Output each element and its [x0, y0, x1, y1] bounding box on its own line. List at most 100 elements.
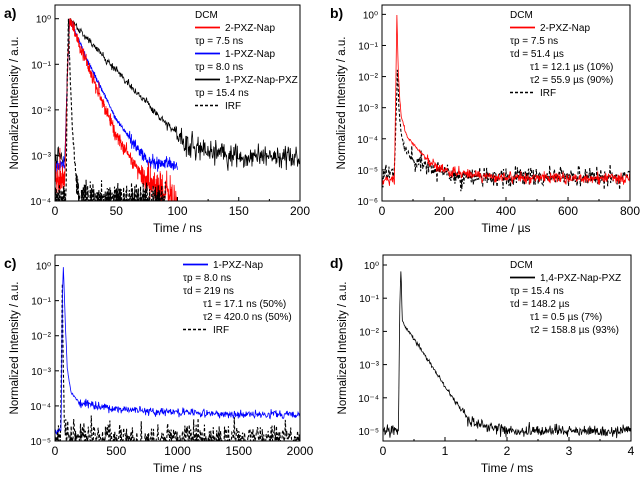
y-tick-label: 10⁻⁴ — [358, 394, 379, 405]
series-1-4-pxz-nap-pxz — [383, 271, 631, 439]
series-2-pxz-nap — [382, 15, 630, 186]
y-axis-label: Normalized Intensity / a.u. — [336, 37, 348, 170]
legend: DCM 2-PXZ-Nap τp = 7.5 ns τd = 51.4 µs τ1 = … — [510, 10, 613, 99]
panel-c: 0 500 1000 1500 2000 10⁻⁵ 10⁻⁴ 10⁻³ 10⁻² 10⁻¹ 10⁰ T… — [4, 254, 314, 475]
y-tick-label: 10⁻¹ — [358, 41, 378, 52]
y-tick-label: 10⁻³ — [358, 104, 378, 115]
legend-note: τd = 219 ns — [183, 286, 234, 297]
series-irf — [55, 283, 300, 441]
series-1-pxz-nap — [55, 18, 178, 175]
legend-entry: 2-PXZ-Nap — [225, 23, 275, 34]
x-tick-label: 3 — [566, 444, 573, 458]
y-tick-label: 10⁻⁵ — [358, 427, 379, 438]
panel-b: 0 200 400 600 800 10⁻⁶ 10⁻⁵ 10⁻⁴ 10⁻³ 10⁻² 10⁻¹ 10⁰… — [330, 4, 640, 235]
legend-entry: 1-PXZ-Nap-PXZ — [225, 75, 298, 86]
x-tick-label: 0 — [380, 444, 387, 458]
x-tick-label: 2000 — [287, 444, 314, 458]
legend-entry: IRF — [225, 101, 241, 112]
x-tick-label: 1500 — [225, 444, 252, 458]
y-tick-label: 10⁻⁵ — [30, 437, 51, 448]
series-1-pxz-nap — [55, 267, 300, 435]
x-tick-label: 200 — [290, 204, 310, 218]
y-tick-label: 10⁻¹ — [31, 297, 51, 308]
x-tick-label: 800 — [620, 204, 640, 218]
legend-entry: IRF — [540, 88, 556, 99]
panel-label: b) — [330, 5, 343, 21]
y-tick-label: 10⁻³ — [31, 367, 51, 378]
y-tick-label: 10⁻² — [358, 73, 378, 84]
x-tick-label: 0 — [52, 444, 59, 458]
x-tick-label: 150 — [229, 204, 249, 218]
series-1-pxz-nap-pxz — [55, 18, 300, 171]
legend-note: τd = 51.4 µs — [510, 49, 564, 60]
panel-a: 0 50 100 150 200 10⁻⁴ 10⁻³ 10⁻² 10⁻¹ 10⁰ Time / ns… — [4, 4, 310, 235]
legend-note: τ1 = 0.5 µs (7%) — [530, 312, 602, 323]
x-axis-label: Time / ns — [153, 221, 202, 235]
plot-frame — [54, 4, 301, 202]
y-tick-label: 10⁻⁶ — [357, 197, 378, 208]
x-tick-label: 400 — [496, 204, 516, 218]
legend-title: DCM — [195, 10, 218, 21]
x-tick-label: 50 — [110, 204, 124, 218]
legend-note: τ1 = 12.1 µs (10%) — [530, 62, 613, 73]
legend-note: τp = 7.5 ns — [195, 36, 243, 47]
legend-note: τ1 = 17.1 ns (50%) — [203, 299, 286, 310]
legend-note: τp = 8.0 ns — [195, 62, 243, 73]
y-tick-label: 10⁻² — [359, 327, 379, 338]
panel-d: 0 1 2 3 4 10⁻⁵ 10⁻⁴ 10⁻³ 10⁻² 10⁻¹ 10⁰ Time / ms Nor… — [330, 254, 635, 475]
y-tick-label: 10⁻¹ — [31, 60, 51, 71]
legend-note: τ2 = 420.0 ns (50%) — [203, 312, 292, 323]
y-tick-label: 10⁻⁵ — [357, 166, 378, 177]
legend-note: τp = 15.4 ns — [510, 286, 564, 297]
x-axis-label: Time / ns — [153, 461, 202, 475]
legend-title: DCM — [510, 260, 533, 271]
legend-note: τ2 = 158.8 µs (93%) — [530, 325, 619, 336]
legend-note: τp = 15.4 ns — [195, 88, 249, 99]
legend-entry: 2-PXZ-Nap — [540, 23, 590, 34]
legend: DCM 2-PXZ-Nap τp = 7.5 ns 1-PXZ-Nap τp = 8.0… — [195, 10, 298, 112]
x-axis-label: Time / µs — [481, 221, 530, 235]
y-tick-label: 10⁰ — [36, 15, 51, 26]
series-irf — [382, 69, 630, 192]
y-tick-label: 10⁻² — [31, 106, 51, 117]
legend-entry: 1-PXZ-Nap — [213, 260, 263, 271]
y-tick-label: 10⁻⁴ — [30, 197, 51, 208]
panel-label: c) — [4, 255, 16, 271]
y-tick-label: 10⁻² — [31, 332, 51, 343]
y-axis-label: Normalized Intensity / a.u. — [9, 37, 21, 170]
legend-entry: 1-PXZ-Nap — [225, 49, 275, 60]
legend-note: τ2 = 55.9 µs (90%) — [530, 75, 613, 86]
legend-note: τp = 8.0 ns — [183, 273, 231, 284]
series-2-pxz-nap — [55, 18, 178, 201]
x-tick-label: 600 — [558, 204, 578, 218]
legend-title: DCM — [510, 10, 533, 21]
x-tick-label: 1 — [442, 444, 449, 458]
x-tick-label: 500 — [106, 444, 126, 458]
y-tick-label: 10⁻⁴ — [357, 135, 378, 146]
y-tick-label: 10⁰ — [364, 261, 379, 272]
legend: 1-PXZ-Nap τp = 8.0 ns τd = 219 ns τ1 = 17.1… — [183, 260, 292, 336]
series-irf — [55, 18, 166, 201]
x-tick-label: 2 — [504, 444, 511, 458]
x-tick-label: 200 — [434, 204, 454, 218]
x-tick-label: 0 — [52, 204, 59, 218]
y-tick-label: 10⁻¹ — [359, 294, 379, 305]
x-axis-label: Time / ms — [481, 461, 533, 475]
y-tick-label: 10⁰ — [363, 10, 378, 21]
x-tick-label: 0 — [379, 204, 386, 218]
legend-note: τp = 7.5 ns — [510, 36, 558, 47]
legend-entry: 1,4-PXZ-Nap-PXZ — [540, 273, 621, 284]
y-tick-label: 10⁻³ — [31, 151, 51, 162]
legend-note: τd = 148.2 µs — [510, 299, 569, 310]
x-tick-label: 4 — [628, 444, 635, 458]
panel-label: d) — [330, 255, 343, 271]
legend: DCM 1,4-PXZ-Nap-PXZ τp = 15.4 ns τd = 148.2… — [510, 260, 621, 336]
x-tick-label: 100 — [167, 204, 187, 218]
y-tick-label: 10⁻³ — [359, 361, 379, 372]
x-tick-label: 1000 — [164, 444, 191, 458]
legend-entry: IRF — [213, 325, 229, 336]
panel-label: a) — [4, 5, 16, 21]
y-axis-label: Normalized Intensity / a.u. — [9, 282, 21, 415]
y-tick-label: 10⁰ — [36, 262, 51, 273]
